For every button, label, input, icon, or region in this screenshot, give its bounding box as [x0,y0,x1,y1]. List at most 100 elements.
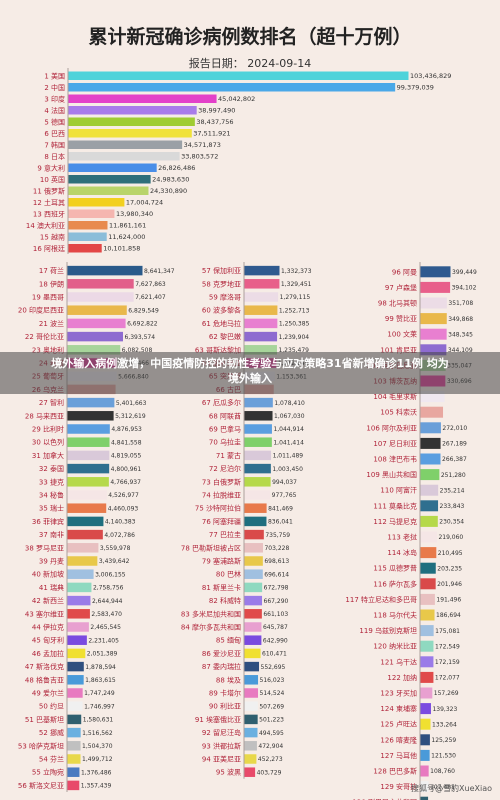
country-label: 22 哥伦比亚 [25,332,64,341]
country-label: 38 罗马尼亚 [25,544,64,552]
value-label: 403,729 [257,769,282,776]
country-label: 47 斯洛伐克 [25,662,64,671]
country-label: 59 摩洛哥 [209,293,241,302]
bar [67,767,80,777]
caption-text: 境外输入病例激增，中国疫情防控的韧性考验与应对策略31省新增确诊11例 均为 境… [0,356,500,386]
value-label: 1,332,373 [281,268,312,275]
value-label: 494,595 [259,730,284,737]
country-label: 32 泰国 [39,464,64,473]
country-label: 80 巴林 [216,570,241,579]
bar [420,297,447,309]
country-label: 51 巴基斯坦 [25,715,64,724]
country-label: 101 肯尼亚 [380,345,417,354]
value-label: 17,004,724 [126,199,163,207]
value-label: 1,746,997 [84,703,115,710]
value-label: 1,003,450 [272,466,303,473]
bar [244,529,264,540]
bar [420,640,434,652]
value-label: 125,259 [431,737,456,744]
value-label: 201,946 [437,581,462,588]
bar [67,345,121,355]
value-label: 1,044,914 [273,426,304,433]
country-label: 71 蒙古 [216,451,241,460]
country-label: 104 毛里求斯 [373,392,417,401]
country-label: 27 智利 [39,398,64,407]
country-label: 60 波多黎各 [202,306,241,315]
value-label: 348,345 [448,331,473,338]
bar [68,83,396,92]
bar [68,232,107,241]
bar [420,625,434,637]
value-label: 103,436,829 [410,72,451,80]
value-label: 2,231,405 [88,637,119,644]
value-label: 266,387 [442,456,467,463]
country-label: 108 津巴布韦 [373,455,417,464]
bar [420,328,447,340]
value-label: 2,758,756 [93,585,124,592]
country-label: 52 挪威 [39,728,64,737]
value-label: 351,708 [448,300,473,307]
bar [420,593,435,605]
country-label: 79 塞浦路斯 [202,557,241,566]
country-label: 55 立陶宛 [32,768,64,777]
value-label: 1,499,712 [82,756,113,763]
country-label: 48 格鲁吉亚 [25,675,64,684]
value-label: 349,868 [448,316,473,323]
country-label: 69 巴拿马 [209,425,241,434]
bar [420,344,447,356]
country-label: 90 利比亚 [209,702,241,711]
bar [244,331,278,342]
bar [420,406,444,418]
value-label: 994,037 [272,479,297,486]
country-label: 72 尼泊尔 [209,464,241,473]
bar [67,780,80,791]
country-label: 98 北马其顿 [378,299,417,308]
country-label: 105 科索沃 [380,408,417,417]
bar [67,331,123,342]
value-label: 157,269 [434,690,459,697]
country-label: 96 阿曼 [392,267,417,276]
country-label: 23 奥地利 [32,345,64,354]
value-label: 7,621,407 [135,294,166,301]
bar [244,556,263,566]
value-label: 4,800,961 [111,466,142,473]
bar [244,450,272,461]
country-label: 88 埃及 [216,675,241,684]
bar [244,477,271,487]
value-label: 3,439,642 [99,558,130,565]
value-label: 642,990 [263,637,288,644]
report-date: 报告日期： 2024-09-14 [188,57,312,70]
bar [420,781,429,793]
bar [420,718,431,730]
value-label: 8,641,347 [144,268,175,275]
country-label: 6 巴西 [44,130,65,138]
caption-line-2: 境外输入 [228,372,272,385]
bar [244,265,280,276]
bar [420,734,430,746]
country-label: 37 南非 [39,530,64,539]
country-label: 92 留尼汪岛 [202,728,241,737]
country-label: 121 乌干达 [380,657,417,666]
bar [420,656,434,668]
value-label: 11,624,000 [108,233,145,241]
bar [68,140,183,149]
value-label: 1,504,370 [82,743,113,750]
country-label: 5 德国 [44,117,65,126]
country-label: 97 卢森堡 [385,283,417,292]
value-label: 4,526,977 [108,492,139,499]
bar [68,163,157,172]
bar [420,437,441,449]
country-label: 130 刚果民主共和国 [352,798,417,800]
country-label: 61 危地马拉 [202,319,241,328]
bar [420,687,433,699]
country-label: 119 乌兹别克斯坦 [359,626,417,635]
country-label: 95 波黑 [216,768,241,777]
country-label: 39 丹麦 [39,557,64,566]
country-label: 125 卢旺达 [380,720,417,729]
bar [244,397,273,408]
country-label: 74 拉脱维亚 [202,491,241,500]
bar [67,701,83,711]
bar [244,701,258,711]
value-label: 38,437,756 [196,118,233,126]
value-label: 452,273 [258,756,283,763]
